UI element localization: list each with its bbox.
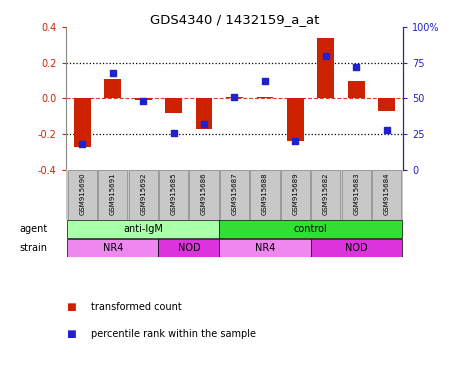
Text: GSM915682: GSM915682 <box>323 173 329 215</box>
Bar <box>378 98 395 111</box>
Text: agent: agent <box>19 224 47 234</box>
Text: NR4: NR4 <box>255 243 275 253</box>
Bar <box>196 98 212 129</box>
Text: GSM915691: GSM915691 <box>110 173 116 215</box>
Text: GSM915684: GSM915684 <box>384 173 390 215</box>
FancyBboxPatch shape <box>189 170 219 220</box>
Bar <box>219 239 310 257</box>
FancyBboxPatch shape <box>281 170 310 220</box>
Text: GSM915685: GSM915685 <box>171 173 177 215</box>
Text: NOD: NOD <box>178 243 200 253</box>
FancyBboxPatch shape <box>372 170 401 220</box>
Bar <box>257 97 273 98</box>
Bar <box>219 220 402 238</box>
FancyBboxPatch shape <box>250 170 280 220</box>
Point <box>383 127 390 133</box>
Bar <box>105 79 121 98</box>
Point <box>261 78 269 84</box>
FancyBboxPatch shape <box>159 170 188 220</box>
Point <box>322 53 330 59</box>
FancyBboxPatch shape <box>68 170 97 220</box>
Title: GDS4340 / 1432159_a_at: GDS4340 / 1432159_a_at <box>150 13 319 26</box>
Point <box>231 94 238 100</box>
Text: GSM915683: GSM915683 <box>353 173 359 215</box>
Text: GSM915687: GSM915687 <box>232 173 237 215</box>
Text: GSM915686: GSM915686 <box>201 173 207 215</box>
Text: ■: ■ <box>66 329 76 339</box>
Bar <box>226 97 243 98</box>
Text: ■: ■ <box>66 302 76 312</box>
Point <box>292 138 299 144</box>
Point <box>109 70 117 76</box>
Bar <box>165 98 182 113</box>
FancyBboxPatch shape <box>129 170 158 220</box>
Text: NR4: NR4 <box>103 243 123 253</box>
Bar <box>135 98 151 100</box>
Text: percentile rank within the sample: percentile rank within the sample <box>91 329 257 339</box>
FancyBboxPatch shape <box>311 170 340 220</box>
Bar <box>159 239 219 257</box>
Point <box>139 98 147 104</box>
Point <box>352 64 360 70</box>
FancyBboxPatch shape <box>98 170 128 220</box>
Point <box>200 121 208 127</box>
FancyBboxPatch shape <box>341 170 371 220</box>
Bar <box>348 81 364 98</box>
Bar <box>287 98 304 141</box>
Bar <box>310 239 402 257</box>
Bar <box>318 38 334 98</box>
Point <box>170 130 177 136</box>
Text: GSM915689: GSM915689 <box>292 173 298 215</box>
Text: GSM915692: GSM915692 <box>140 173 146 215</box>
Text: NOD: NOD <box>345 243 368 253</box>
Point <box>79 141 86 147</box>
FancyBboxPatch shape <box>220 170 249 220</box>
Text: anti-IgM: anti-IgM <box>123 224 163 234</box>
Text: GSM915690: GSM915690 <box>79 173 85 215</box>
Text: GSM915688: GSM915688 <box>262 173 268 215</box>
Text: control: control <box>294 224 327 234</box>
Bar <box>67 239 159 257</box>
Bar <box>67 220 219 238</box>
Text: strain: strain <box>19 243 47 253</box>
Bar <box>74 98 91 147</box>
Text: transformed count: transformed count <box>91 302 182 312</box>
